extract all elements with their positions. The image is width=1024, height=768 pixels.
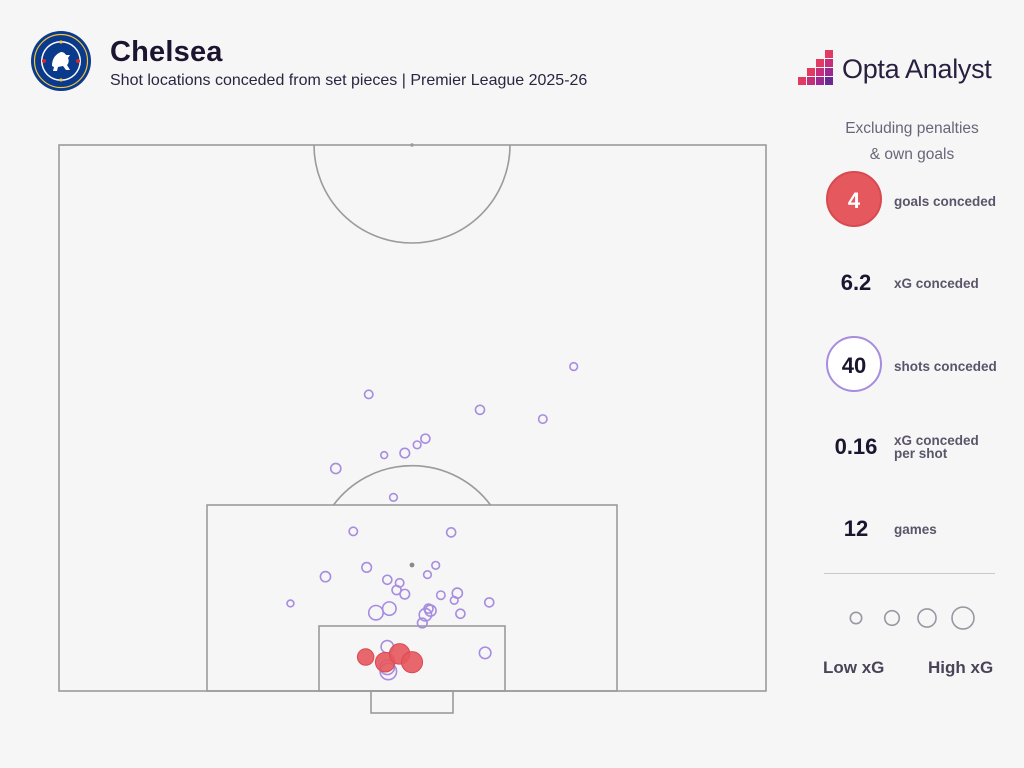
shot-marker [319,570,332,583]
shot-marker [416,617,428,629]
shot-marker [379,450,389,460]
shot-marker [474,404,486,416]
opta-logo-icon [798,50,833,85]
games-value: 12 [843,516,869,541]
shot-marker [478,646,492,660]
shot-marker [418,607,433,622]
goals-layer [356,643,424,674]
xg-per-shot-label-line1: xG conceded [894,433,979,448]
chart-subtitle: Shot locations conceded from set pieces … [110,72,588,89]
stat-shots: 40 shots conceded [800,336,1024,396]
shot-marker [286,599,295,608]
goal [370,690,454,714]
shot-marker [455,608,466,620]
xg-value: 6.2 [840,270,872,295]
games-label: games [894,521,937,537]
shot-marker [420,433,431,444]
goal-marker [356,648,375,666]
goals-circle [826,171,882,227]
shot-marker [381,574,393,586]
page-title: Chelsea [110,36,223,68]
shot-marker [367,604,384,621]
xg-per-shot-value: 0.16 [834,434,878,459]
shot-marker [399,588,411,600]
pitch-outline [58,144,767,692]
stats-note-line2: & own goals [869,146,955,163]
stats-divider [824,573,995,574]
shot-marker [348,526,359,537]
centre-spot [410,143,414,147]
shot-marker [449,595,459,605]
shot-marker [445,527,457,538]
opta-analyst-logo: Opta Analyst [798,48,1008,90]
goals-value: 4 [847,188,861,213]
shot-marker [329,462,342,475]
goals-label: goals conceded [894,193,997,209]
shot-marker [435,590,446,601]
shots-circle [826,336,882,392]
stats-note: Excluding penalties & own goals [800,116,1024,168]
stat-games: 12 games [800,499,1024,559]
shots-layer [286,361,579,681]
shot-marker [422,569,433,580]
stat-goals: 4 goals conceded [800,171,1024,231]
stat-xg: 6.2 xG conceded [800,253,1024,313]
shots-label: shots conceded [894,358,997,374]
shot-marker [388,492,399,502]
goal-marker [400,651,424,674]
shot-marker [537,414,548,425]
brand-name: Opta Analyst [842,54,992,84]
header: Chelsea Shot locations conceded from set… [0,0,1024,110]
shot-marker [569,361,579,372]
pitch [58,143,767,714]
penalty-spot [409,562,415,568]
xg-per-shot-label: xG conceded per shot [894,417,1024,477]
chelsea-crest-icon [31,31,91,91]
stats-panel: Excluding penalties & own goals 4 goals … [800,110,1024,710]
shot-marker [381,601,397,617]
shot-marker [399,447,411,459]
legend-low-label: Low xG [823,658,885,677]
centre-circle [313,144,511,244]
stat-xg-per-shot: 0.16 xG conceded per shot [800,417,1024,477]
legend-high-label: High xG [928,658,994,677]
shot-marker [363,389,374,400]
shot-marker [412,440,422,450]
xg-label: xG conceded [894,275,979,291]
shot-marker [483,597,495,608]
shot-marker [361,561,373,574]
shot-marker [431,560,441,570]
stats-note-line1: Excluding penalties [845,120,979,137]
xg-per-shot-label-line2: per shot [894,446,948,461]
penalty-arc [332,464,492,506]
shots-value: 40 [841,353,867,378]
